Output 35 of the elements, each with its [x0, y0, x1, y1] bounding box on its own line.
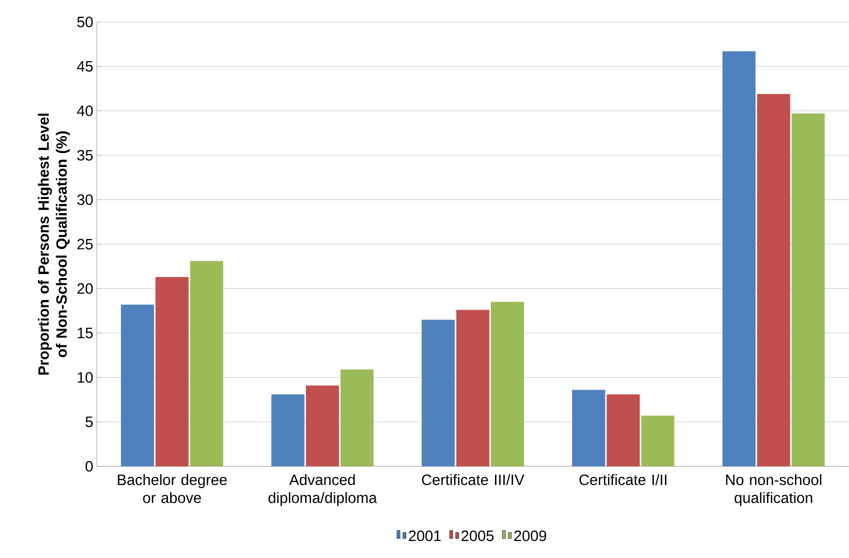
bar — [792, 113, 825, 466]
bar — [757, 94, 790, 466]
y-tick-label: 50 — [77, 16, 93, 28]
bar — [422, 320, 455, 466]
legend-label: 2001 — [408, 530, 441, 542]
y-tick-label: 30 — [77, 194, 93, 205]
y-axis-title: Proportion of Persons Highest Level of Non-School Qualification (%) — [38, 114, 70, 375]
y-tick-label: 45 — [77, 61, 93, 72]
legend-label: 2005 — [462, 530, 494, 542]
y-tick-label: 40 — [77, 105, 93, 116]
x-tick-label: Bachelor degree or above — [118, 474, 227, 503]
y-tick-label: 10 — [78, 372, 93, 383]
y-tick-label: 15 — [78, 328, 93, 338]
y-tick-label: 20 — [77, 283, 93, 294]
bar — [641, 416, 674, 466]
x-tick-label: No non-school qualification — [726, 474, 822, 506]
x-tick-label: Advanced diploma/diploma — [268, 474, 377, 506]
legend-label: 2009 — [514, 530, 546, 542]
bar — [572, 390, 606, 466]
bar — [306, 385, 339, 466]
y-tick-label: 0 — [86, 460, 93, 472]
x-tick-label: Certificate I/II — [579, 474, 666, 486]
y-tick-label: 35 — [77, 150, 93, 160]
y-tick-label: 25 — [77, 238, 93, 250]
bar — [156, 276, 189, 466]
y-tick-label: 5 — [86, 416, 93, 428]
bar — [490, 302, 524, 466]
bar — [190, 260, 224, 466]
bar — [606, 394, 640, 466]
x-tick-label: Certificate III/IV — [422, 474, 524, 486]
bar — [271, 394, 304, 466]
bar — [456, 310, 490, 466]
bar — [722, 51, 756, 466]
bar — [120, 304, 154, 466]
bar — [340, 369, 374, 466]
